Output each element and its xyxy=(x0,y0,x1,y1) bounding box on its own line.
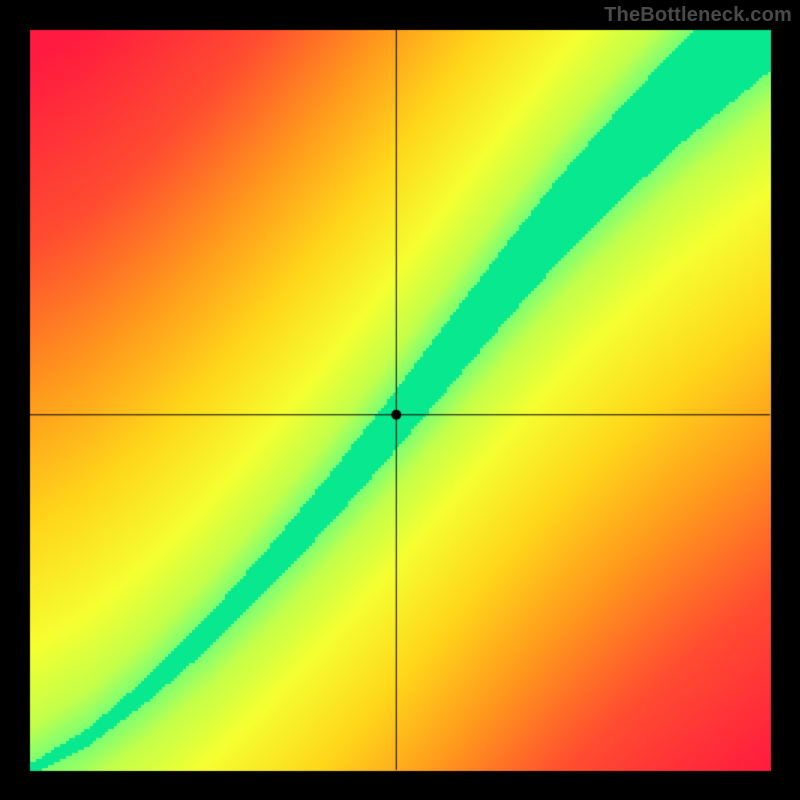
chart-container: TheBottleneck.com xyxy=(0,0,800,800)
watermark-text: TheBottleneck.com xyxy=(604,4,792,27)
bottleneck-heatmap xyxy=(0,0,800,800)
